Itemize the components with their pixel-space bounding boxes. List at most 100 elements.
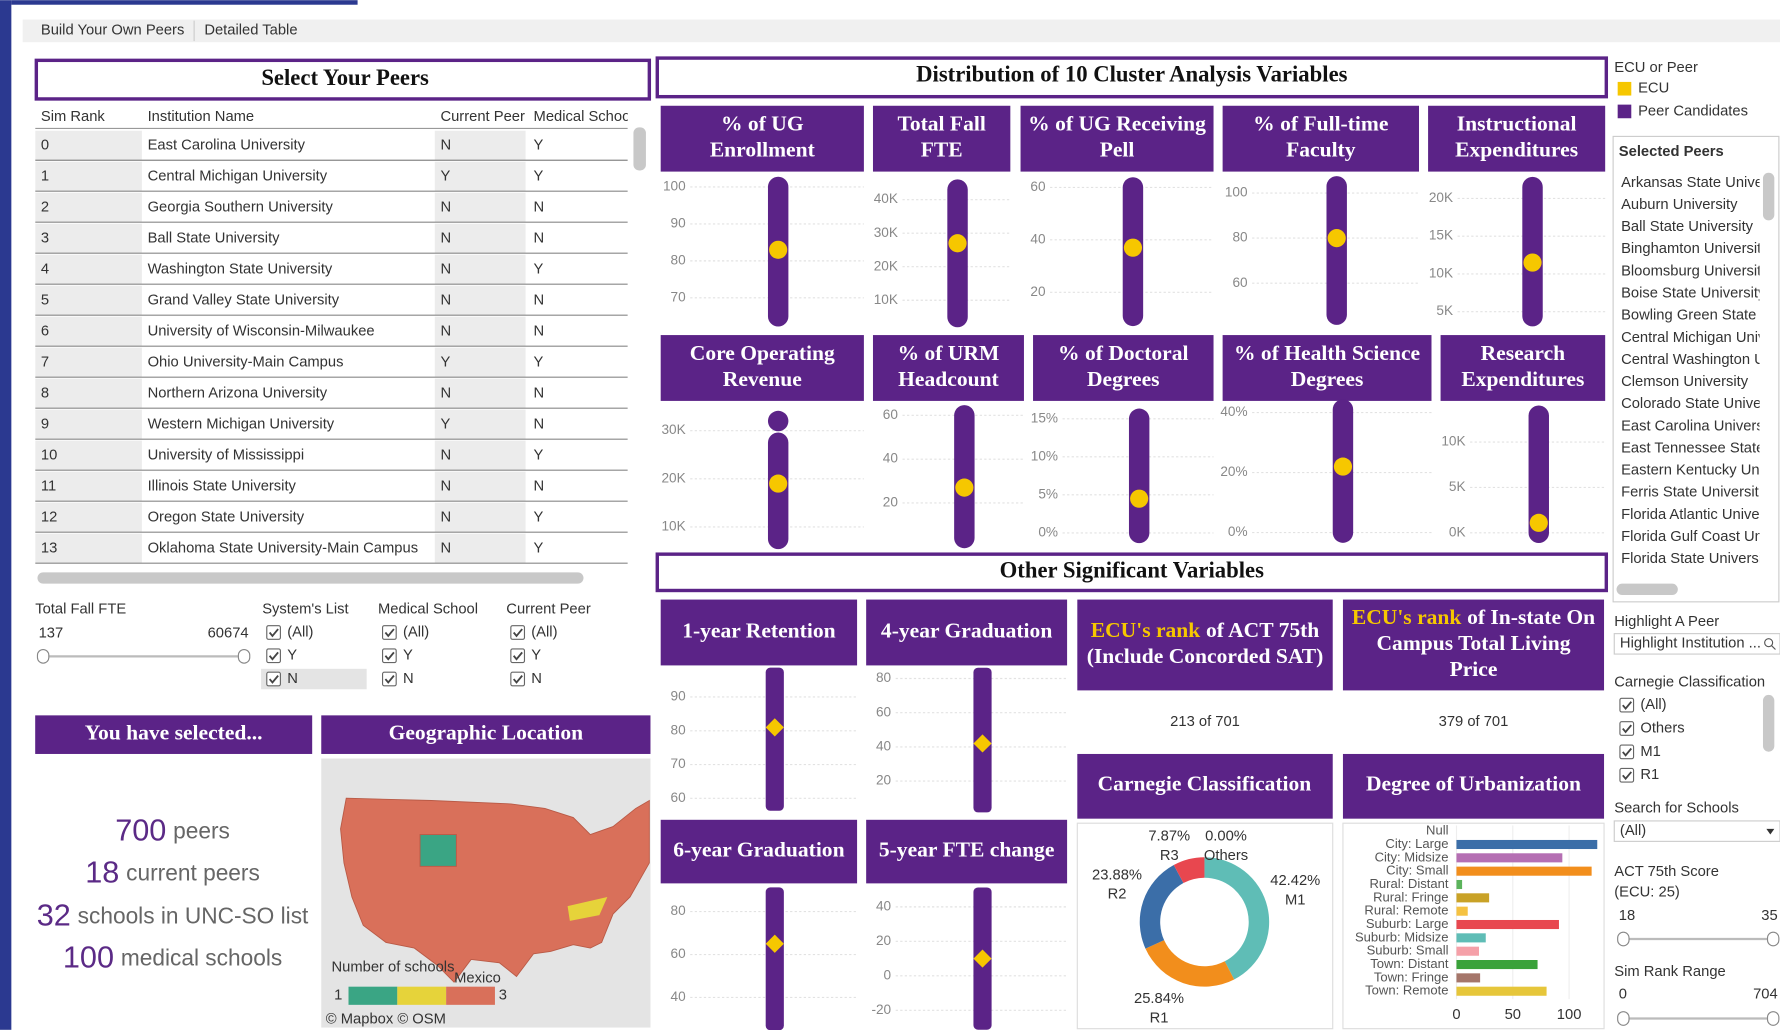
table-cell[interactable]: Northern Arizona University	[148, 385, 328, 401]
slider-handle[interactable]	[36, 648, 50, 664]
table-cell[interactable]: Y	[534, 354, 544, 370]
table-cell[interactable]: University of Wisconsin-Milwaukee	[148, 323, 375, 339]
table-cell[interactable]: N	[440, 478, 451, 494]
table-cell[interactable]: Oregon State University	[148, 509, 305, 525]
table-cell[interactable]: University of Mississippi	[148, 447, 305, 463]
scrollbar[interactable]	[1762, 172, 1775, 221]
table-cell[interactable]: Y	[534, 168, 544, 184]
table-cell[interactable]: N	[440, 323, 451, 339]
table-cell[interactable]: N	[534, 416, 545, 432]
list-item[interactable]: East Carolina Univers	[1621, 418, 1764, 434]
table-cell[interactable]: 3	[41, 230, 49, 246]
checkbox[interactable]	[510, 648, 526, 664]
tab[interactable]: Detailed Table	[204, 23, 297, 39]
list-item[interactable]: Central Washington U	[1621, 352, 1765, 368]
table-cell[interactable]: N	[440, 540, 451, 556]
table-cell[interactable]: Illinois State University	[148, 478, 297, 494]
table-cell[interactable]: 4	[41, 261, 49, 277]
table-cell[interactable]: 13	[41, 540, 57, 556]
checkbox[interactable]	[1619, 767, 1635, 783]
table-cell[interactable]: Y	[534, 261, 544, 277]
scrollbar[interactable]	[37, 572, 584, 584]
table-cell[interactable]: N	[440, 199, 451, 215]
table-cell[interactable]: 8	[41, 385, 49, 401]
table-cell[interactable]: Y	[440, 416, 450, 432]
list-item[interactable]: Central Michigan Univ	[1621, 330, 1766, 346]
slider-handle[interactable]	[237, 648, 251, 664]
list-item[interactable]: Florida Gulf Coast Uni	[1621, 529, 1766, 545]
checkbox[interactable]	[266, 671, 281, 687]
list-item[interactable]: Florida State Universi	[1621, 551, 1762, 567]
table-cell[interactable]: Washington State University	[148, 261, 333, 277]
list-item[interactable]: Bloomsburg Universit	[1621, 263, 1761, 279]
table-cell[interactable]: 6	[41, 323, 49, 339]
list-item[interactable]: Clemson University	[1621, 374, 1749, 390]
checkbox[interactable]	[510, 671, 526, 687]
list-item[interactable]: Binghamton Universit	[1621, 241, 1761, 257]
table-cell[interactable]: 2	[41, 199, 49, 215]
list-item[interactable]: Auburn University	[1621, 197, 1738, 213]
slider-handle[interactable]	[1766, 931, 1780, 947]
table-cell[interactable]: Y	[534, 137, 544, 153]
table-cell[interactable]: N	[440, 292, 451, 308]
table-cell[interactable]: 1	[41, 168, 49, 184]
table-cell[interactable]: N	[534, 385, 545, 401]
checkbox[interactable]	[1619, 697, 1635, 713]
table-cell[interactable]: 0	[41, 137, 49, 153]
list-item[interactable]: Florida Atlantic Unive	[1621, 507, 1760, 523]
table-cell[interactable]: East Carolina University	[148, 137, 306, 153]
checkbox[interactable]	[1619, 744, 1635, 760]
checkbox[interactable]	[381, 625, 397, 640]
table-cell[interactable]: N	[440, 137, 451, 153]
checkbox[interactable]	[510, 625, 526, 640]
table-cell[interactable]: 7	[41, 354, 49, 370]
table-cell[interactable]: N	[534, 230, 545, 246]
scrollbar[interactable]	[1616, 583, 1678, 596]
table-cell[interactable]: Y	[534, 447, 544, 463]
slider-handle[interactable]	[1617, 931, 1630, 947]
table-cell[interactable]: 5	[41, 292, 49, 308]
table-cell[interactable]: Y	[440, 354, 450, 370]
checkbox[interactable]	[381, 671, 397, 687]
list-item[interactable]: Bowling Green State U	[1621, 308, 1771, 324]
slider-handle[interactable]	[1766, 1011, 1780, 1026]
table-cell[interactable]: N	[440, 261, 451, 277]
list-item[interactable]: Ball State University	[1621, 219, 1754, 235]
checkbox[interactable]	[266, 625, 281, 640]
list-item[interactable]: Arkansas State Univer	[1621, 175, 1768, 191]
table-cell[interactable]: 9	[41, 416, 49, 432]
table-cell[interactable]: Y	[534, 540, 544, 556]
table-cell[interactable]: 10	[41, 447, 57, 463]
table-cell[interactable]: Y	[440, 168, 450, 184]
table-cell[interactable]: Grand Valley State University	[148, 292, 340, 308]
scrollbar[interactable]	[633, 127, 646, 171]
table-cell[interactable]: Oklahoma State University-Main Campus	[148, 540, 419, 556]
tab[interactable]: Build Your Own Peers	[41, 23, 185, 39]
checkbox[interactable]	[381, 648, 397, 664]
list-item[interactable]: Ferris State Universit	[1621, 485, 1759, 501]
table-cell[interactable]: Central Michigan University	[148, 168, 328, 184]
list-item[interactable]: East Tennessee State	[1621, 440, 1764, 456]
checkbox[interactable]	[1619, 721, 1635, 736]
list-item[interactable]: Colorado State Univer	[1621, 396, 1766, 412]
table-cell[interactable]: 12	[41, 509, 57, 525]
slider-handle[interactable]	[1617, 1011, 1630, 1026]
table-cell[interactable]: N	[534, 199, 545, 215]
table-cell[interactable]: Ohio University-Main Campus	[148, 354, 344, 370]
table-cell[interactable]: Ball State University	[148, 230, 281, 246]
table-cell[interactable]: 11	[41, 478, 56, 494]
list-item[interactable]: Eastern Kentucky Univ	[1621, 463, 1771, 479]
scrollbar[interactable]	[1762, 694, 1775, 752]
table-cell[interactable]: N	[534, 292, 545, 308]
table-cell[interactable]: N	[534, 323, 545, 339]
table-cell[interactable]: Y	[534, 509, 544, 525]
table-cell[interactable]: Georgia Southern University	[148, 199, 334, 215]
table-cell[interactable]: N	[534, 478, 545, 494]
table-cell[interactable]: N	[440, 385, 451, 401]
list-item[interactable]: Boise State University	[1621, 286, 1766, 302]
table-cell[interactable]: Western Michigan University	[148, 416, 335, 432]
table-cell[interactable]: N	[440, 447, 451, 463]
table-cell[interactable]: N	[440, 230, 451, 246]
table-cell[interactable]: N	[440, 509, 451, 525]
checkbox[interactable]	[266, 648, 281, 664]
